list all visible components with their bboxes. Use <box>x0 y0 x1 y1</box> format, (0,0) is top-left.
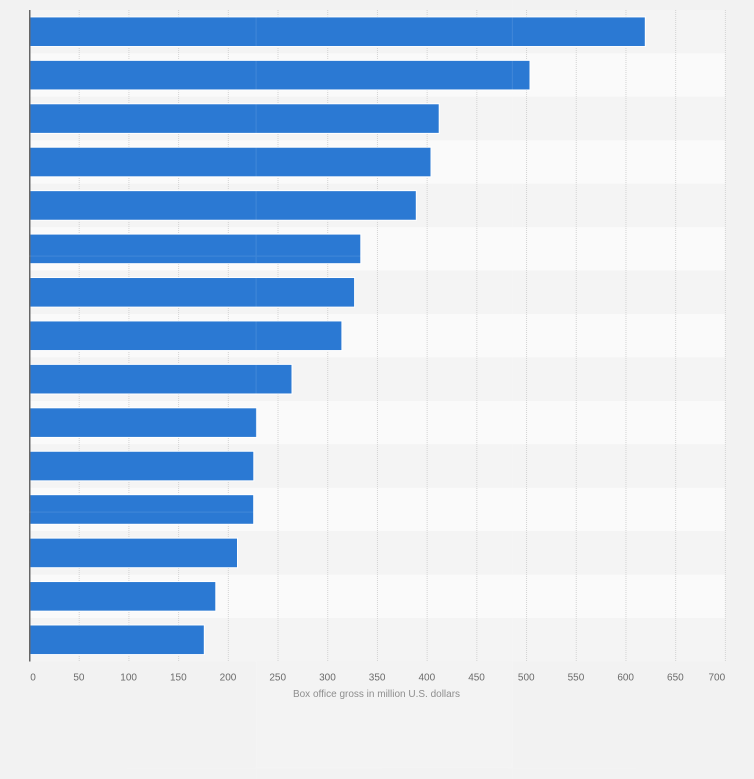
svg-text:0: 0 <box>30 673 36 684</box>
svg-text:450: 450 <box>468 673 485 684</box>
svg-text:100: 100 <box>120 673 137 684</box>
svg-text:650: 650 <box>667 673 684 684</box>
svg-text:Box office gross in million U.: Box office gross in million U.S. dollars <box>293 689 460 700</box>
svg-text:50: 50 <box>73 673 85 684</box>
svg-text:600: 600 <box>617 673 634 684</box>
svg-text:350: 350 <box>369 673 386 684</box>
svg-text:150: 150 <box>170 673 187 684</box>
svg-text:500: 500 <box>518 673 535 684</box>
svg-text:300: 300 <box>319 673 336 684</box>
svg-text:700: 700 <box>709 673 726 684</box>
svg-text:250: 250 <box>269 673 286 684</box>
svg-text:200: 200 <box>220 673 237 684</box>
svg-text:550: 550 <box>568 673 585 684</box>
svg-text:400: 400 <box>418 673 435 684</box>
